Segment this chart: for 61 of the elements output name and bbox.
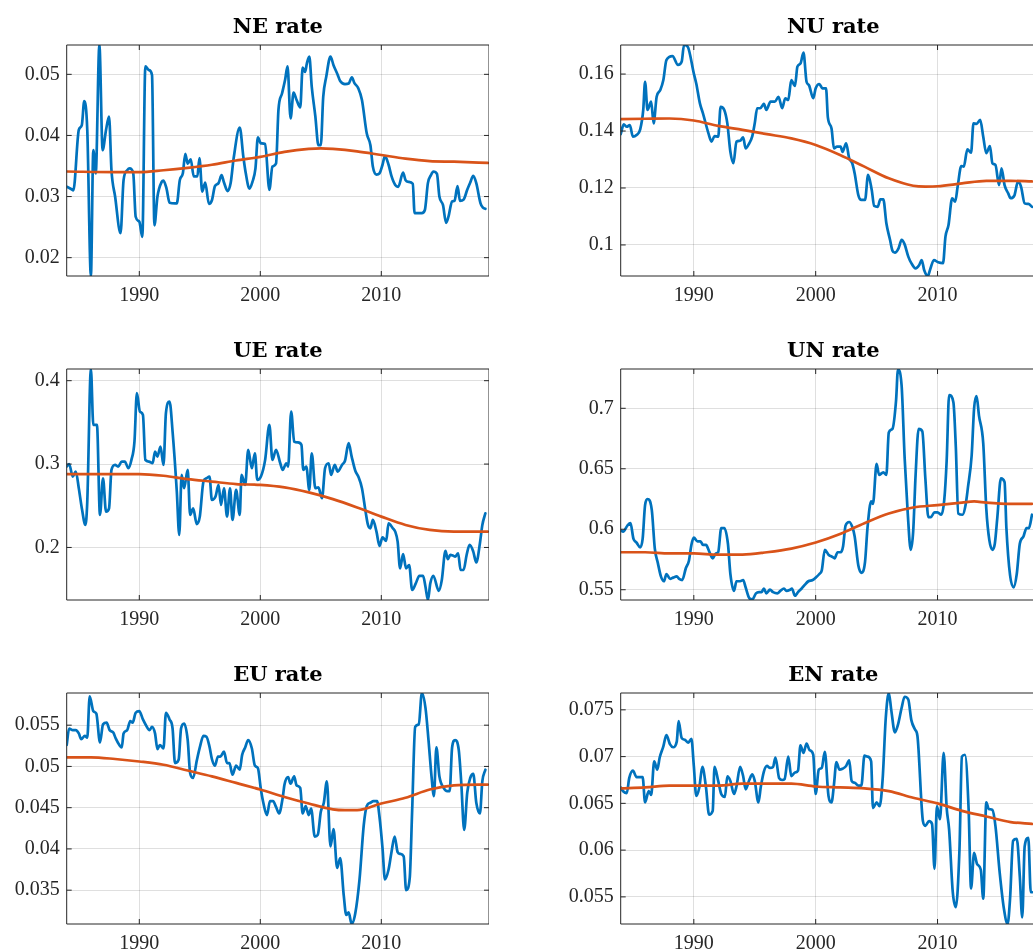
- x-tick-label: 2010: [361, 931, 402, 952]
- x-tick-label: 2000: [795, 607, 836, 630]
- line-series: [620, 369, 1033, 600]
- x-tick-label: 1990: [119, 607, 160, 630]
- y-tick-label: 0.3: [34, 451, 60, 474]
- y-tick-label: 0.12: [578, 175, 614, 198]
- line-series: [66, 472, 489, 533]
- y-tick-label: 0.045: [14, 794, 60, 817]
- y-tick-label: 0.075: [568, 697, 614, 720]
- y-tick-label: 0.4: [34, 367, 60, 390]
- x-tick-label: 2010: [917, 607, 958, 630]
- y-tick-label: 0.14: [578, 118, 614, 141]
- x-tick-label: 1990: [119, 931, 160, 952]
- y-tick-label: 0.05: [24, 753, 60, 776]
- y-tick-label: 0.02: [24, 244, 60, 267]
- line-series: [66, 693, 487, 924]
- chart-title: NU rate: [787, 13, 880, 38]
- x-tick-label: 1990: [673, 931, 714, 952]
- x-tick-label: 1990: [119, 283, 160, 306]
- chart-title: UE rate: [233, 337, 323, 362]
- x-tick-label: 1990: [673, 283, 714, 306]
- x-tick-label: 2000: [240, 283, 281, 306]
- y-tick-label: 0.055: [568, 884, 614, 907]
- line-series: [620, 693, 1033, 924]
- y-tick-label: 0.055: [14, 712, 60, 735]
- y-tick-label: 0.16: [578, 61, 614, 84]
- y-tick-label: 0.035: [14, 877, 60, 900]
- line-series: [66, 756, 489, 812]
- chart-title: UN rate: [787, 337, 880, 362]
- x-tick-label: 2010: [917, 931, 958, 952]
- y-tick-label: 0.65: [578, 456, 614, 479]
- x-tick-label: 2000: [795, 283, 836, 306]
- y-tick-label: 0.05: [24, 61, 60, 84]
- line-series: [620, 782, 1033, 826]
- line-series: [620, 117, 1033, 188]
- y-tick-label: 0.6: [588, 516, 614, 539]
- x-tick-label: 2000: [240, 607, 281, 630]
- chart-title: NE rate: [232, 13, 323, 38]
- x-tick-label: 2000: [240, 931, 281, 952]
- y-tick-label: 0.7: [588, 395, 614, 418]
- y-tick-label: 0.065: [568, 790, 614, 813]
- line-series: [620, 45, 1033, 276]
- x-tick-label: 1990: [673, 607, 714, 630]
- y-tick-label: 0.06: [578, 837, 614, 860]
- y-tick-label: 0.03: [24, 183, 60, 206]
- x-tick-label: 2010: [361, 607, 402, 630]
- chart-title: EU rate: [233, 661, 323, 686]
- x-tick-label: 2010: [361, 283, 402, 306]
- chart-title: EN rate: [788, 661, 879, 686]
- y-tick-label: 0.55: [578, 576, 614, 599]
- y-tick-label: 0.07: [578, 743, 614, 766]
- line-series: [66, 45, 487, 276]
- y-tick-label: 0.04: [24, 122, 60, 145]
- line-series: [66, 369, 487, 600]
- line-series: [66, 146, 489, 174]
- x-tick-label: 2010: [917, 283, 958, 306]
- y-tick-label: 0.1: [588, 232, 614, 255]
- line-series: [620, 500, 1033, 556]
- x-tick-label: 2000: [795, 931, 836, 952]
- y-tick-label: 0.2: [34, 534, 60, 557]
- y-tick-label: 0.04: [24, 836, 60, 859]
